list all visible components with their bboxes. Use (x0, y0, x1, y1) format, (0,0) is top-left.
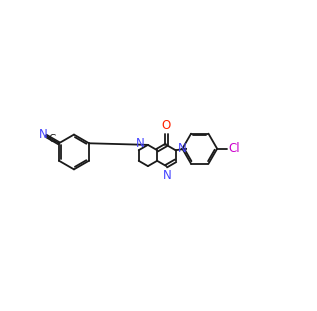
Text: N: N (136, 137, 145, 150)
Text: N: N (39, 128, 48, 141)
Text: O: O (162, 119, 171, 132)
Text: C: C (48, 134, 55, 144)
Text: N: N (163, 169, 171, 182)
Text: N: N (178, 142, 186, 155)
Text: Cl: Cl (229, 142, 240, 155)
